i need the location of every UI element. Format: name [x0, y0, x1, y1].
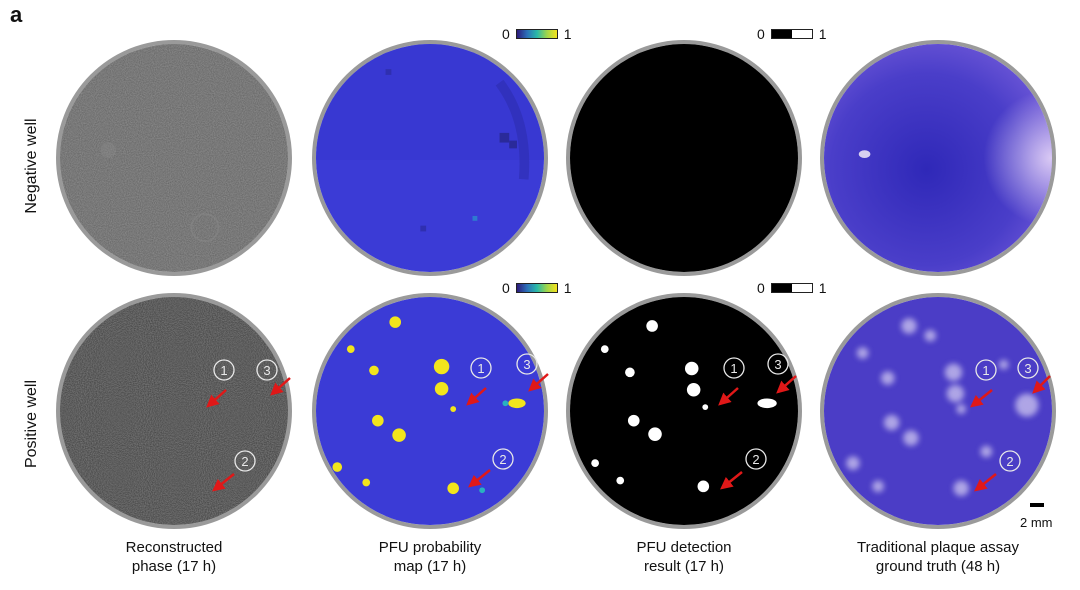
colorbar-min: 0 [502, 280, 510, 296]
colorbar-gradient [770, 29, 813, 39]
well-positive-probability [312, 293, 548, 529]
colorbar-min: 0 [502, 26, 510, 42]
colorbar-probability-bottom: 0 1 [502, 280, 572, 296]
colorbar-max: 1 [818, 26, 827, 42]
colorbar-detection-bottom: 0 1 [757, 280, 827, 296]
colorbar-min: 0 [757, 26, 765, 42]
well-negative-groundtruth [820, 40, 1056, 276]
colorbar-probability-top: 0 1 [502, 26, 572, 42]
caption-col3: PFU detection result (17 h) [636, 539, 732, 575]
colorbar-gradient [515, 283, 558, 293]
colorbar-max: 1 [818, 280, 827, 296]
well-positive-phase [56, 293, 292, 529]
well-negative-phase [56, 40, 292, 276]
caption-col2: PFU probability map (17 h) [378, 539, 482, 575]
colorbar-min: 0 [757, 280, 765, 296]
well-positive-groundtruth [820, 293, 1056, 529]
colorbar-gradient [515, 29, 558, 39]
well-negative-detection [566, 40, 802, 276]
panel-letter: a [10, 2, 23, 27]
caption-col4: Traditional plaque assay ground truth (4… [856, 539, 1020, 575]
colorbar-max: 1 [563, 26, 572, 42]
scale-bar [1030, 503, 1044, 507]
row-label-positive: Positive well [23, 379, 40, 469]
colorbar-gradient [770, 283, 813, 293]
well-negative-probability [312, 40, 548, 276]
scale-bar-label: 2 mm [1020, 515, 1053, 530]
colorbar-max: 1 [563, 280, 572, 296]
well-positive-detection [566, 293, 802, 529]
caption-col1: Reconstructed phase (17 h) [125, 539, 223, 575]
colorbar-detection-top: 0 1 [757, 26, 827, 42]
row-label-negative: Negative well [23, 118, 40, 214]
